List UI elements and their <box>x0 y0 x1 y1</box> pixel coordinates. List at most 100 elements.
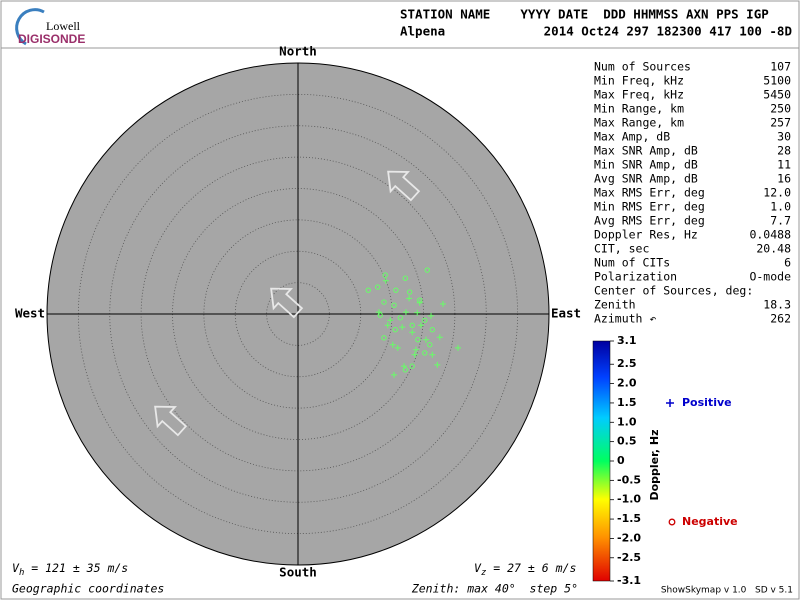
stat-label: Doppler Res, Hz <box>594 228 698 242</box>
vz-symbol: V <box>474 561 482 575</box>
legend-entry: Negative <box>682 515 738 528</box>
stat-label: Zenith <box>594 298 636 312</box>
source-point <box>399 324 406 331</box>
coordinate-system: Geographic coordinates <box>12 582 164 596</box>
stat-value: 28 <box>777 144 791 158</box>
stat-value: 18.3 <box>763 298 791 312</box>
source-point <box>434 361 441 368</box>
source-point <box>391 302 397 308</box>
source-point <box>412 346 419 353</box>
colorbar-tick-label: 3.1 <box>617 334 637 347</box>
legend-marker <box>668 518 676 526</box>
stat-value: 257 <box>770 116 791 130</box>
source-point <box>427 342 433 348</box>
stat-label: Num of CITs <box>594 256 670 270</box>
stat-value: 5450 <box>763 88 791 102</box>
source-point <box>381 299 387 305</box>
west-label: West <box>15 306 45 321</box>
horizontal-velocity: Vh = 121 ± 35 m/s <box>12 561 128 578</box>
source-point <box>382 272 388 278</box>
source-point <box>392 326 398 333</box>
source-point <box>394 344 401 351</box>
source-point <box>406 295 413 302</box>
source-point <box>424 267 430 273</box>
version: ShowSkymap v 1.0 SD v 5.1 <box>661 586 793 596</box>
stat-label: Max Freq, kHz <box>594 88 684 102</box>
source-point <box>375 309 382 316</box>
stat-value: 12.0 <box>763 186 791 200</box>
source-point <box>365 287 371 293</box>
source-point <box>455 344 462 351</box>
colorbar-tick-label: -2.0 <box>617 531 641 544</box>
stat-label: Min Freq, kHz <box>594 74 684 88</box>
stat-value: 1.0 <box>770 200 791 214</box>
stat-label: Polarization <box>594 270 677 284</box>
stat-label: Num of Sources <box>594 60 691 74</box>
source-point <box>382 277 389 284</box>
source-point <box>417 297 423 303</box>
vz-text: = 27 ± 6 m/s <box>486 561 576 575</box>
stat-label: Max SNR Amp, dB <box>594 144 698 158</box>
source-point <box>402 367 409 373</box>
source-point <box>417 322 424 329</box>
source-point <box>406 289 413 295</box>
source-point <box>393 287 399 293</box>
source-point <box>402 309 409 316</box>
vz-subscript: z <box>481 568 486 578</box>
stat-value: O-mode <box>749 270 791 284</box>
source-point <box>409 322 415 328</box>
east-label: East <box>551 306 581 321</box>
colorbar-tick-label: -1.5 <box>617 512 641 525</box>
stat-label: Avg SNR Amp, dB <box>594 172 698 186</box>
logo-swoosh <box>15 8 45 46</box>
stat-label: Max RMS Err, deg <box>594 186 705 200</box>
stat-label: Max Range, km <box>594 116 684 130</box>
colorbar-tick-label: 0.5 <box>617 435 637 448</box>
stat-label: Max Amp, dB <box>594 130 670 144</box>
stat-value: 11 <box>777 158 791 172</box>
source-point <box>411 351 418 358</box>
source-point <box>409 363 415 369</box>
source-point <box>422 317 428 323</box>
source-point <box>381 335 387 341</box>
colorbar-tick-label: 2.5 <box>617 357 637 370</box>
source-point <box>436 334 443 341</box>
vh-text: = 121 ± 35 m/s <box>24 561 128 575</box>
colorbar-tick-label: 2.0 <box>617 377 637 390</box>
north-label: North <box>279 44 317 59</box>
colorbar-tick-label: 1.5 <box>617 396 637 409</box>
colorbar-tick-label: -2.5 <box>617 551 641 564</box>
stat-value: 20.48 <box>756 242 791 256</box>
source-point <box>397 315 403 321</box>
source-point <box>377 312 383 318</box>
source-point <box>389 341 396 348</box>
source-point <box>423 336 430 343</box>
source-point <box>387 317 394 324</box>
south-label: South <box>279 565 317 580</box>
stat-label: Min RMS Err, deg <box>594 200 705 214</box>
stat-label: Center of Sources, deg: <box>594 284 753 298</box>
source-point <box>415 337 421 343</box>
stat-value: 250 <box>770 102 791 116</box>
zenith-info: Zenith: max 40° step 5° <box>411 582 578 596</box>
vh-symbol: V <box>12 561 20 575</box>
stat-label: Min Range, km <box>594 102 684 116</box>
stat-value: 16 <box>777 172 791 186</box>
header-values: 2014 Oct24 297 182300 417 100 -8D <box>544 24 792 39</box>
source-point <box>402 275 409 281</box>
source-point <box>414 309 421 316</box>
colorbar-tick-label: -1.0 <box>617 493 641 506</box>
colorbar-label: Doppler, Hz <box>648 429 661 500</box>
source-point <box>429 351 436 358</box>
stat-value: 30 <box>777 130 791 144</box>
source-point <box>384 322 391 329</box>
colorbar-tick-label: 1.0 <box>617 415 637 428</box>
colorbar-tick-label: 0 <box>617 454 625 467</box>
stat-value: 262 <box>770 312 791 326</box>
vh-subscript: h <box>19 568 24 578</box>
colorbar <box>592 340 611 582</box>
header-labels: STATION NAME YYYY DATE DDD HHMMSS AXN PP… <box>400 7 769 22</box>
vertical-velocity: Vz = 27 ± 6 m/s <box>474 561 576 578</box>
source-point <box>439 300 446 307</box>
